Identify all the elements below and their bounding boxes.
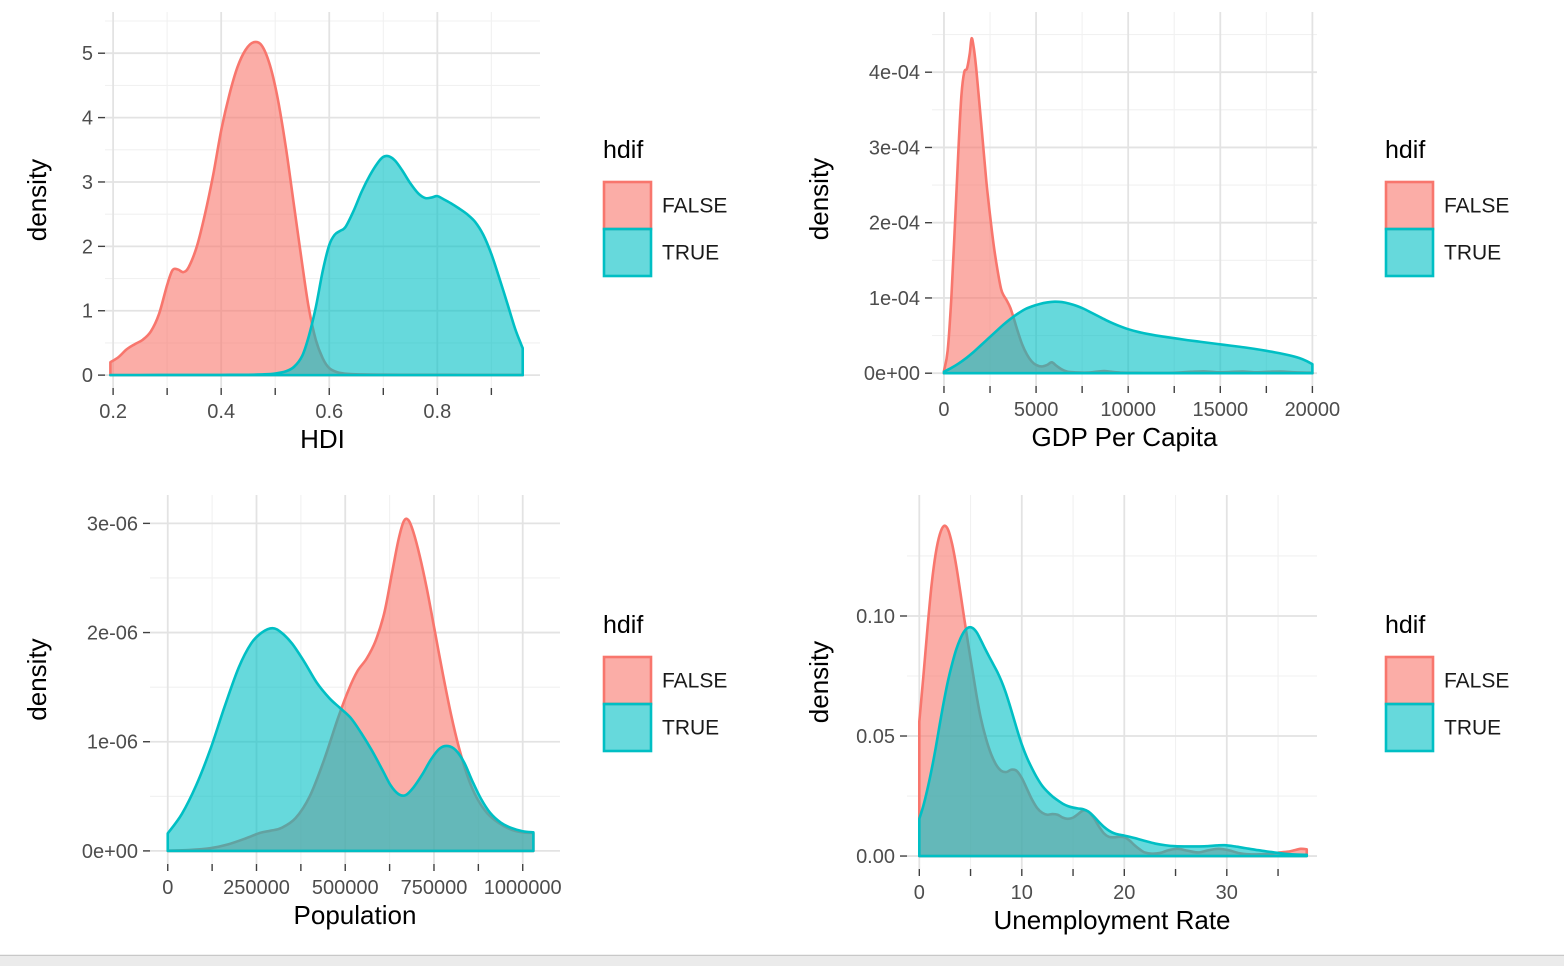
legend-title: hdif [603, 611, 643, 639]
legend-label-false: FALSE [1444, 195, 1509, 218]
legend-key-false [602, 655, 653, 706]
y-tick-label: 0e+00 [82, 841, 138, 863]
legend-key-true [602, 702, 653, 753]
y-tick-label: 2e-04 [869, 213, 920, 235]
y-tick-label: 0e+00 [864, 363, 920, 385]
legend-label-false: FALSE [1444, 670, 1509, 693]
plot-gdp-per-capita: 0 5000 10000 15000 20000 0e+00 1e-04 2e-04 3e-04… [804, 12, 1509, 452]
legend: hdif FALSE TRUE [602, 611, 727, 753]
legend: hdif FALSE TRUE [602, 136, 727, 278]
y-tick-label: 1e-04 [869, 288, 920, 310]
legend-title: hdif [1385, 611, 1425, 639]
legend-label-true: TRUE [662, 717, 719, 740]
x-tick-label: 10 [1011, 882, 1033, 904]
density-area-true [166, 626, 535, 853]
x-tick-label: 1000000 [484, 877, 562, 899]
x-tick-label: 15000 [1192, 399, 1248, 421]
window-bottom-bar [0, 956, 1564, 966]
x-tick-label: 10000 [1100, 399, 1156, 421]
x-tick-label: 0.4 [207, 401, 235, 423]
legend-key-true [1384, 702, 1435, 753]
y-tick-label: 2e-06 [87, 623, 138, 645]
x-tick-label: 0 [938, 399, 949, 421]
y-tick-label: 1 [82, 301, 93, 323]
y-tick-label: 5 [82, 43, 93, 65]
x-tick-label: 0.8 [423, 401, 451, 423]
legend-title: hdif [603, 136, 643, 164]
x-tick-label: 0 [914, 882, 925, 904]
x-tick-label: 500000 [312, 877, 379, 899]
legend-key-true [602, 227, 653, 278]
legend-key-false [1384, 655, 1435, 706]
density-area-true [918, 625, 1309, 858]
y-tick-label: 2 [82, 236, 93, 258]
y-axis-title: density [22, 638, 52, 720]
y-tick-label: 0.05 [856, 726, 895, 748]
x-tick-label: 0.6 [315, 401, 343, 423]
x-axis-title: Unemployment Rate [994, 905, 1231, 935]
y-axis-title: density [804, 158, 834, 240]
y-tick-label: 3e-04 [869, 137, 920, 159]
x-tick-label: 0 [162, 877, 173, 899]
y-tick-label: 4 [82, 108, 93, 130]
y-tick-label: 0.00 [856, 846, 895, 868]
legend-key-true [1384, 227, 1435, 278]
x-tick-label: 30 [1216, 882, 1238, 904]
x-tick-label: 5000 [1014, 399, 1059, 421]
plot-hdi: 0.2 0.4 0.6 0.8 0 1 2 3 4 5 HDI density hdif FALSE TRU… [22, 12, 727, 454]
legend-key-false [602, 180, 653, 231]
x-tick-label: 250000 [223, 877, 290, 899]
y-tick-label: 0.10 [856, 606, 895, 628]
legend-label-true: TRUE [1444, 717, 1501, 740]
legend-key-false [1384, 180, 1435, 231]
plot-unemployment-rate: 0 10 20 30 0.00 0.05 0.10 Unemployment Rate dens… [804, 495, 1509, 935]
x-axis-title: HDI [300, 424, 345, 454]
density-area-true [109, 154, 525, 377]
y-tick-label: 1e-06 [87, 732, 138, 754]
plot-population: 0 250000 500000 750000 1000000 0e+00 1e-06 2e-0… [22, 495, 727, 930]
legend-label-false: FALSE [662, 195, 727, 218]
y-tick-label: 3 [82, 172, 93, 194]
y-tick-label: 0 [82, 365, 93, 387]
y-axis-title: density [804, 641, 834, 723]
legend-title: hdif [1385, 136, 1425, 164]
legend: hdif FALSE TRUE [1384, 611, 1509, 753]
legend-label-false: FALSE [662, 670, 727, 693]
legend: hdif FALSE TRUE [1384, 136, 1509, 278]
density-area-true [942, 300, 1314, 375]
x-axis-title: GDP Per Capita [1032, 422, 1218, 452]
y-axis-title: density [22, 159, 52, 241]
x-tick-label: 750000 [401, 877, 468, 899]
x-tick-label: 20000 [1285, 399, 1341, 421]
x-tick-label: 0.2 [99, 401, 127, 423]
legend-label-true: TRUE [1444, 242, 1501, 265]
x-tick-label: 20 [1113, 882, 1135, 904]
y-tick-label: 3e-06 [87, 513, 138, 535]
legend-label-true: TRUE [662, 242, 719, 265]
y-tick-label: 4e-04 [869, 62, 920, 84]
x-axis-title: Population [294, 900, 417, 930]
